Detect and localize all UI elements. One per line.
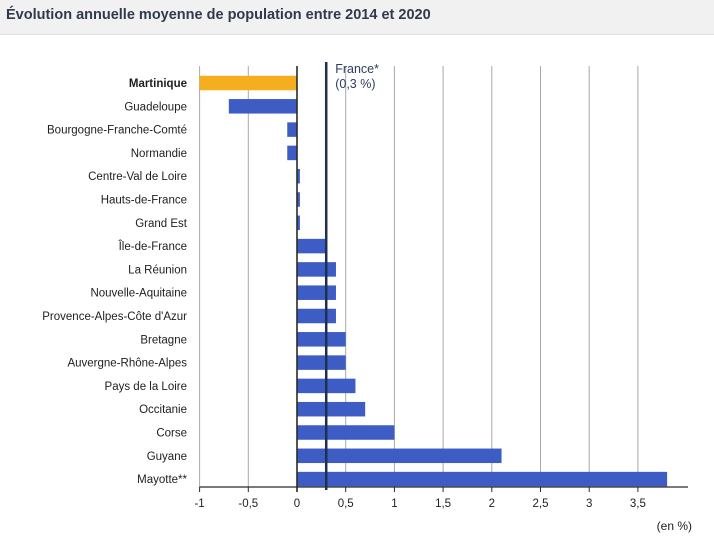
category-label-4: Centre-Val de Loire xyxy=(88,171,187,183)
x-tick-label-0: -1 xyxy=(194,498,204,510)
bar-17 xyxy=(297,471,668,487)
category-label-17: Mayotte** xyxy=(137,474,187,486)
x-tick-label-7: 2,5 xyxy=(533,498,549,510)
chart-title: Évolution annuelle moyenne de population… xyxy=(6,7,431,23)
category-label-1: Guadeloupe xyxy=(124,101,187,113)
bar-0 xyxy=(199,75,297,91)
x-tick-label-1: -0,5 xyxy=(238,498,258,510)
bar-8 xyxy=(297,262,336,277)
category-label-16: Guyane xyxy=(147,451,187,463)
x-tick-label-9: 3,5 xyxy=(630,498,646,510)
france-reference-value: (0,3 %) xyxy=(335,77,375,91)
france-reference-label: France* xyxy=(335,62,379,76)
x-axis-unit-label: (en %) xyxy=(657,519,692,533)
category-label-0: Martinique xyxy=(129,78,187,90)
category-label-8: La Réunion xyxy=(128,264,187,276)
x-tick-label-5: 1,5 xyxy=(435,498,451,510)
bar-5 xyxy=(297,192,300,207)
category-label-9: Nouvelle-Aquitaine xyxy=(90,288,187,300)
category-label-10: Provence-Alpes-Côte d'Azur xyxy=(42,311,187,323)
x-tick-label-4: 1 xyxy=(391,498,397,510)
bar-6 xyxy=(297,215,300,231)
category-label-12: Auvergne-Rhône-Alpes xyxy=(67,358,187,370)
category-label-2: Bourgogne-Franche-Comté xyxy=(47,125,187,137)
category-label-14: Occitanie xyxy=(139,404,187,416)
bar-11 xyxy=(297,332,346,347)
bar-14 xyxy=(297,401,366,417)
category-label-5: Hauts-de-France xyxy=(101,195,187,207)
bar-10 xyxy=(297,308,336,324)
bar-1 xyxy=(228,99,297,114)
x-tick-label-6: 2 xyxy=(489,498,495,510)
bar-2 xyxy=(287,122,297,137)
category-label-15: Corse xyxy=(156,428,187,440)
bar-7 xyxy=(297,238,327,254)
x-tick-label-2: 0 xyxy=(294,498,300,510)
category-label-7: Île-de-France xyxy=(118,240,187,253)
x-tick-label-8: 3 xyxy=(586,498,592,510)
bar-9 xyxy=(297,285,336,300)
category-label-6: Grand Est xyxy=(135,218,188,230)
bar-15 xyxy=(297,425,395,440)
bar-16 xyxy=(297,448,502,464)
category-label-13: Pays de la Loire xyxy=(105,381,187,393)
bar-4 xyxy=(297,168,300,184)
category-label-3: Normandie xyxy=(131,148,187,160)
title-band: Évolution annuelle moyenne de population… xyxy=(0,0,714,35)
bar-3 xyxy=(287,145,297,161)
category-label-11: Bretagne xyxy=(140,334,187,346)
x-tick-label-3: 0,5 xyxy=(338,498,354,510)
bar-12 xyxy=(297,355,346,370)
